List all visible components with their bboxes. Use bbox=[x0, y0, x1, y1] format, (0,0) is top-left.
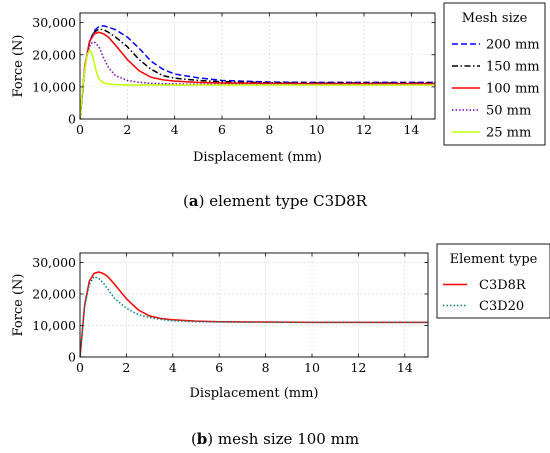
caption: (b) mesh size 100 mm bbox=[191, 430, 359, 448]
x-tick-label: 10 bbox=[304, 360, 320, 375]
x-tick-label: 6 bbox=[218, 122, 226, 137]
y-axis-label: Force (N) bbox=[11, 35, 26, 98]
series-group bbox=[80, 271, 428, 357]
series-c3d20-line bbox=[80, 275, 428, 357]
x-tick-label: 8 bbox=[262, 360, 270, 375]
legend-title: Mesh size bbox=[462, 11, 528, 26]
chart-a: 0 2 4 6 8 10 12 14 0 10,000 20,000 30,000 Displaceme… bbox=[11, 2, 546, 210]
legend-entry: 25 mm bbox=[486, 126, 531, 141]
y-tick-label: 0 bbox=[68, 112, 76, 127]
y-tick-label: 10,000 bbox=[32, 79, 76, 94]
y-tick-label: 20,000 bbox=[32, 286, 76, 301]
x-tick-label: 14 bbox=[403, 122, 419, 137]
x-axis-label: Displacement (mm) bbox=[189, 386, 318, 401]
caption-letter: a bbox=[189, 192, 199, 210]
series-group bbox=[80, 25, 435, 119]
legend-entry: C3D8R bbox=[479, 278, 527, 293]
legend: Element type C3D8R C3D20 bbox=[436, 243, 550, 319]
x-tick-label: 10 bbox=[309, 122, 325, 137]
caption-text: element type C3D8R bbox=[204, 192, 367, 210]
legend: Mesh size 200 mm 150 mm 100 mm 50 mm 25 mm bbox=[443, 2, 546, 146]
x-axis-label: Displacement (mm) bbox=[193, 150, 322, 165]
x-tick-label: 0 bbox=[76, 360, 84, 375]
plot-frame bbox=[79, 252, 429, 358]
x-tick-label: 4 bbox=[171, 122, 179, 137]
chart-b: 0 2 4 6 8 10 12 14 0 10,000 20,000 30,000 Displaceme… bbox=[11, 243, 550, 448]
y-axis-label: Force (N) bbox=[11, 274, 26, 337]
legend-title: Element type bbox=[450, 252, 538, 267]
legend-entry: 200 mm bbox=[486, 38, 540, 53]
legend-entry: 50 mm bbox=[486, 104, 531, 119]
series-25-mm-line bbox=[80, 49, 435, 119]
x-tick-label: 0 bbox=[76, 122, 84, 137]
legend-entry: C3D20 bbox=[479, 299, 524, 314]
x-tick-label: 12 bbox=[356, 122, 372, 137]
x-tick-label: 8 bbox=[265, 122, 273, 137]
y-tick-label: 30,000 bbox=[32, 15, 76, 30]
legend-entry: 100 mm bbox=[486, 82, 540, 97]
y-tick-label: 20,000 bbox=[32, 47, 76, 62]
x-tick-label: 2 bbox=[123, 122, 131, 137]
x-tick-label: 2 bbox=[122, 360, 130, 375]
y-tick-label: 10,000 bbox=[32, 318, 76, 333]
y-tick-label: 0 bbox=[68, 350, 76, 365]
series-200-mm-line bbox=[80, 25, 435, 119]
x-tick-label: 12 bbox=[350, 360, 366, 375]
series-c3d8r-line bbox=[80, 271, 428, 357]
legend-box bbox=[443, 2, 546, 146]
x-tick-label: 4 bbox=[169, 360, 177, 375]
x-tick-label: 14 bbox=[397, 360, 413, 375]
legend-entry: 150 mm bbox=[486, 60, 540, 75]
caption-text: mesh size 100 mm bbox=[213, 430, 359, 448]
series-150-mm-line bbox=[80, 28, 435, 119]
caption-letter: b bbox=[197, 430, 208, 448]
legend-box bbox=[436, 243, 550, 319]
x-tick-label: 6 bbox=[215, 360, 223, 375]
y-tick-label: 30,000 bbox=[32, 255, 76, 270]
plot-frame bbox=[79, 12, 436, 120]
series-100-mm-line bbox=[80, 31, 435, 119]
series-50-mm-line bbox=[80, 41, 435, 119]
caption: (a) element type C3D8R bbox=[183, 192, 368, 210]
